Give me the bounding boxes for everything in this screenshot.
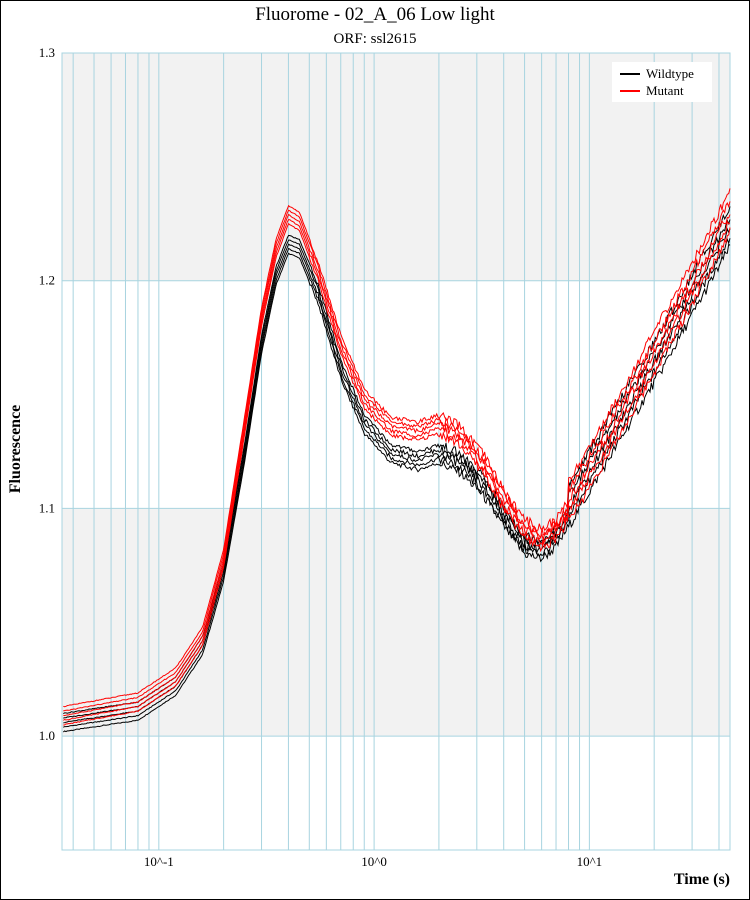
series-line-mutant [63, 222, 731, 726]
y-tick-label: 1.0 [39, 728, 55, 743]
series-line-mutant [63, 219, 731, 721]
series-line-mutant [63, 188, 731, 708]
x-axis-label: Time (s) [673, 871, 730, 888]
plot-border [61, 52, 731, 851]
legend-label-wildtype: Wildtype [646, 66, 694, 81]
plot-band [62, 280, 730, 509]
x-tick-label: 10^0 [361, 854, 387, 869]
legend-label-mutant: Mutant [646, 83, 684, 98]
y-tick-label: 1.2 [39, 273, 55, 288]
x-tick-label: 10^-1 [144, 854, 174, 869]
series-line-wildtype [63, 237, 731, 728]
chart-subtitle: ORF: ssl2615 [333, 31, 417, 47]
y-tick-label: 1.3 [39, 45, 55, 60]
chart-title: Fluorome - 02_A_06 Low light [255, 4, 495, 25]
plot-band [62, 508, 730, 737]
y-tick-label: 1.1 [39, 500, 55, 515]
series-line-mutant [63, 213, 731, 717]
x-tick-label: 10^1 [577, 854, 603, 869]
legend-box [612, 62, 712, 102]
plot-band [62, 736, 730, 850]
series-line-mutant [63, 201, 731, 712]
